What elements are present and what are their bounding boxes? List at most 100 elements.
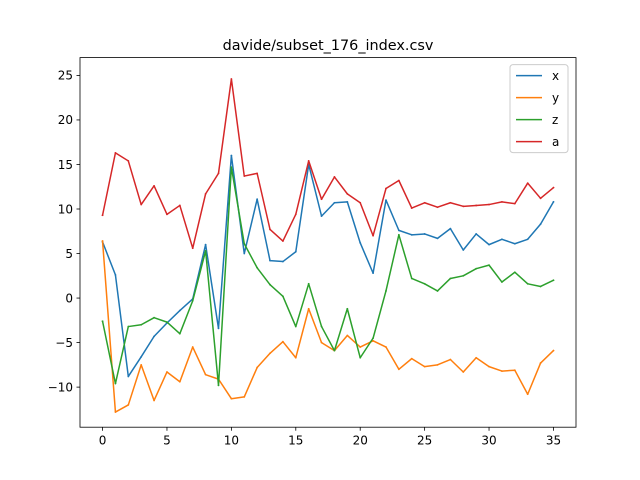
y-tick-label: 15 [58, 158, 73, 172]
legend-box [509, 64, 569, 154]
data-point-z-29 [475, 267, 478, 270]
data-point-x-26 [436, 237, 439, 240]
data-point-a-23 [397, 179, 400, 182]
data-point-x-9 [217, 327, 220, 330]
data-point-y-8 [204, 373, 207, 376]
data-point-x-3 [140, 355, 143, 358]
data-point-y-35 [552, 349, 555, 352]
data-point-a-0 [101, 214, 104, 217]
data-point-y-7 [191, 346, 194, 348]
data-point-a-18 [333, 176, 336, 178]
data-point-x-8 [204, 243, 207, 246]
data-point-x-35 [552, 200, 555, 203]
data-point-x-18 [333, 201, 336, 204]
data-point-z-19 [346, 307, 349, 310]
data-point-z-24 [410, 277, 413, 280]
data-point-y-0 [101, 240, 104, 242]
data-point-z-3 [140, 323, 143, 326]
data-point-a-8 [204, 192, 207, 195]
data-point-y-12 [256, 366, 259, 369]
x-tick-label: 20 [353, 434, 368, 448]
data-point-z-16 [307, 282, 310, 285]
data-point-a-33 [526, 182, 529, 185]
y-tick-label: 20 [58, 113, 73, 127]
data-point-z-6 [178, 332, 181, 335]
data-point-a-35 [552, 186, 555, 189]
data-point-y-20 [359, 346, 362, 348]
data-point-z-15 [294, 325, 297, 328]
data-point-y-17 [320, 341, 323, 344]
data-point-x-27 [449, 227, 452, 230]
data-point-x-2 [127, 375, 130, 378]
data-point-a-10 [230, 78, 233, 80]
data-point-z-12 [256, 266, 259, 269]
data-point-a-5 [166, 213, 168, 216]
data-point-y-33 [526, 393, 529, 396]
data-point-a-25 [423, 201, 426, 204]
data-point-a-9 [217, 172, 220, 175]
data-point-z-33 [526, 282, 529, 285]
data-point-y-11 [243, 396, 246, 398]
data-point-a-32 [513, 202, 516, 205]
data-point-z-7 [191, 299, 194, 302]
x-tick-label: 35 [546, 434, 561, 448]
data-point-z-17 [320, 325, 323, 328]
data-point-y-23 [397, 368, 400, 371]
data-point-z-32 [513, 271, 516, 274]
data-point-z-34 [539, 285, 542, 288]
data-point-x-10 [230, 154, 233, 157]
data-point-z-18 [333, 349, 336, 352]
y-tick-label: −5 [55, 336, 73, 350]
data-point-y-26 [436, 363, 439, 366]
data-point-y-31 [501, 370, 503, 372]
data-point-x-15 [294, 250, 297, 253]
plot-lines [101, 78, 555, 413]
legend-label-y: y [552, 91, 559, 105]
data-point-y-24 [410, 357, 413, 360]
data-point-x-17 [320, 215, 323, 218]
data-point-x-1 [114, 274, 117, 276]
data-point-a-27 [449, 201, 452, 204]
data-point-z-30 [488, 264, 490, 267]
data-point-x-29 [475, 233, 478, 235]
y-tick-label: 0 [65, 291, 73, 305]
data-point-x-32 [513, 242, 516, 245]
data-point-y-22 [385, 346, 387, 348]
data-point-x-34 [539, 223, 542, 226]
data-point-y-19 [346, 334, 349, 337]
data-point-x-21 [372, 272, 374, 275]
data-point-z-25 [423, 282, 426, 285]
data-point-a-28 [462, 205, 465, 208]
data-point-z-9 [217, 384, 220, 387]
x-tick-label: 0 [99, 434, 107, 448]
legend-label-a: a [552, 135, 559, 149]
data-point-a-3 [140, 203, 143, 206]
data-point-a-20 [359, 201, 362, 204]
data-point-a-14 [282, 240, 284, 242]
x-axis: 0 5 10 15 20 25 30 35 [99, 427, 561, 448]
data-point-x-6 [178, 309, 181, 312]
data-point-x-12 [256, 198, 259, 201]
data-point-y-2 [127, 404, 130, 406]
data-point-z-8 [204, 249, 207, 252]
y-tick-label: 10 [58, 202, 73, 216]
x-tick-label: 5 [163, 434, 171, 448]
plot-area-frame [79, 57, 577, 428]
data-point-a-2 [127, 160, 130, 162]
data-point-z-13 [269, 283, 271, 286]
data-point-x-4 [153, 335, 155, 338]
data-point-x-24 [410, 233, 413, 236]
data-point-y-25 [423, 365, 426, 368]
data-point-y-5 [166, 371, 168, 373]
data-point-z-23 [397, 233, 400, 236]
data-point-z-2 [127, 325, 130, 328]
data-point-y-34 [539, 362, 542, 364]
data-point-y-27 [449, 358, 452, 361]
data-point-z-14 [282, 295, 284, 298]
data-point-y-29 [475, 356, 478, 359]
data-point-z-4 [153, 316, 155, 319]
data-point-a-24 [410, 207, 413, 210]
data-point-z-26 [436, 290, 439, 292]
data-point-a-29 [475, 204, 478, 207]
